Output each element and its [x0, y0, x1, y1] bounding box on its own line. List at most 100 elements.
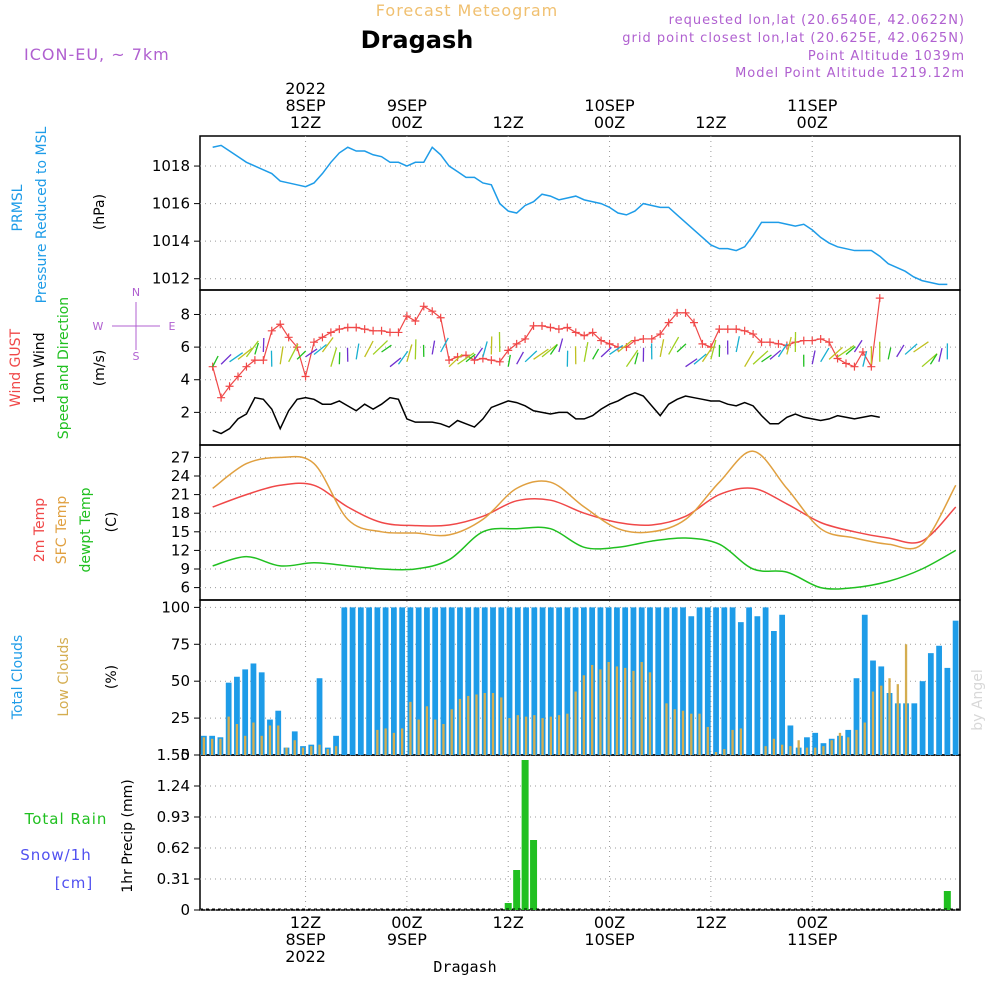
total-clouds-bar	[721, 607, 728, 755]
gust-point-marker	[757, 338, 766, 347]
total-clouds-bar	[812, 732, 819, 755]
gust-point-marker	[833, 354, 842, 363]
clouds-tick-label: 0	[180, 746, 190, 764]
temp-unit: (C)	[104, 512, 120, 533]
total-clouds-bar	[242, 669, 249, 755]
low-clouds-bar	[615, 666, 619, 755]
low-clouds-bar	[582, 675, 586, 755]
rain-bar	[943, 891, 951, 910]
panel-frame-press	[199, 135, 961, 291]
low-clouds-bar	[764, 746, 767, 755]
low-clouds-bar	[227, 716, 230, 755]
gust-point-marker	[242, 362, 251, 371]
gust-point-marker	[630, 336, 639, 345]
low-clouds-bar	[244, 735, 247, 755]
wind-direction-arrow	[431, 340, 436, 355]
low-clouds-bar	[632, 670, 635, 755]
wind-direction-arrow	[397, 350, 409, 365]
wind-direction-arrow	[735, 336, 740, 353]
temp-tick-label: 6	[180, 579, 190, 597]
gust-point-marker	[799, 336, 808, 345]
wind-direction-arrow	[837, 345, 855, 358]
wind-direction-arrow	[752, 350, 769, 365]
gust-point-marker	[377, 326, 386, 335]
total-clouds-bar	[234, 676, 240, 755]
total-clouds-bar	[539, 607, 546, 755]
wind-10m-label: 10m Wind	[32, 332, 48, 403]
gust-point-marker	[766, 338, 774, 347]
total-clouds-bar	[341, 607, 348, 755]
time-label: 00Z	[594, 113, 625, 132]
gust-point-marker	[842, 359, 850, 368]
temp-tick-label: 18	[171, 504, 190, 522]
wind-direction-arrow	[701, 346, 713, 363]
gust-point-marker	[850, 362, 859, 371]
wind-direction-arrow	[279, 346, 284, 365]
compass-rose: N S W E	[93, 286, 176, 363]
low-clouds-bar	[888, 678, 891, 755]
total-clouds-bar	[556, 607, 562, 755]
temp-tick-label: 24	[171, 467, 190, 485]
gridpoint-coords: grid point closest lon,lat (20.625E, 42.…	[622, 31, 965, 46]
clouds-tick-label: 50	[171, 672, 190, 690]
time-label: 10SEP	[584, 96, 635, 115]
low-clouds-bar	[723, 749, 726, 755]
gust-point-marker	[690, 318, 698, 327]
low-clouds-bar	[434, 719, 437, 755]
total-clouds-bar	[514, 607, 521, 755]
temp-tick-label: 21	[171, 486, 190, 504]
total-clouds-bar	[490, 607, 496, 755]
wind-gust-label: Wind GUST	[8, 328, 24, 407]
gust-point-marker	[276, 320, 285, 329]
low-clouds-bar	[706, 726, 709, 755]
gust-point-marker	[875, 294, 884, 303]
gust-point-marker	[715, 325, 724, 334]
precip-cm-label: [cm]	[55, 874, 94, 892]
wind-direction-arrow	[685, 358, 698, 368]
clouds-total-label: Total Clouds	[10, 635, 26, 720]
gust-point-marker	[225, 382, 234, 391]
low-clouds-bar	[822, 746, 825, 755]
gust-point-marker	[681, 308, 690, 317]
wind-direction-arrow	[938, 348, 943, 362]
wind-direction-arrow	[811, 350, 816, 365]
precip-tick-label: 1.24	[157, 777, 190, 795]
total-clouds-bar	[779, 614, 786, 755]
wind-direction-arrow	[904, 343, 918, 355]
wind-direction-arrow	[744, 350, 755, 368]
pressure-unit: (hPa)	[92, 194, 108, 230]
wind-direction-arrow	[507, 354, 511, 367]
wind-direction-arrow	[296, 350, 307, 360]
temp-tick-label: 27	[171, 448, 190, 466]
clouds-tick-label: 75	[171, 635, 190, 653]
time-label: 8SEP	[286, 930, 326, 949]
wind-direction-arrow	[389, 357, 402, 368]
gust-point-marker	[546, 323, 555, 332]
low-clouds-bar	[235, 724, 239, 755]
low-clouds-bar	[607, 662, 610, 755]
gust-point-marker	[234, 372, 242, 381]
wind-tick-label: 4	[180, 371, 190, 389]
low-clouds-bar	[541, 718, 544, 755]
low-clouds-bar	[500, 697, 503, 755]
gust-point-marker	[554, 325, 563, 334]
precip-unit: 1hr Precip (mm)	[120, 779, 136, 892]
total-clouds-bar	[382, 607, 389, 755]
low-clouds-bar	[681, 710, 685, 755]
gust-point-marker	[419, 302, 428, 311]
wind-tick-label: 2	[180, 403, 190, 421]
wind-direction-arrow	[710, 339, 717, 360]
total-clouds-bar	[572, 607, 579, 755]
wind-series-line	[212, 391, 880, 435]
gust-point-marker	[411, 317, 420, 325]
pressure-label-msl: Pressure Reduced to MSL	[34, 126, 50, 303]
wind-direction-arrow	[786, 336, 792, 355]
total-clouds-bar	[448, 607, 455, 755]
gust-point-marker	[588, 328, 597, 337]
wind-direction-arrow	[625, 349, 639, 368]
total-clouds-bar	[671, 607, 678, 755]
wind-direction-arrow	[482, 341, 488, 358]
low-clouds-bar	[334, 746, 338, 755]
total-clouds-bar	[415, 607, 422, 755]
